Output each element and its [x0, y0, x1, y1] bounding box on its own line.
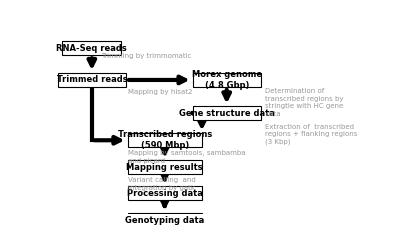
Text: Mapping results: Mapping results	[126, 163, 203, 172]
Text: Mapping by samtools, sambamba
and picard: Mapping by samtools, sambamba and picard	[128, 150, 245, 164]
Text: Morex genome
(4.8 Gbp): Morex genome (4.8 Gbp)	[192, 70, 262, 90]
FancyBboxPatch shape	[62, 41, 121, 55]
FancyBboxPatch shape	[58, 73, 126, 87]
Text: Gene structure data: Gene structure data	[179, 109, 275, 118]
Text: Trimming by trimmomatic: Trimming by trimmomatic	[101, 53, 192, 59]
Text: Determination of
transcribed regions by
stringtie with HC gene
data: Determination of transcribed regions by …	[266, 88, 344, 117]
FancyBboxPatch shape	[128, 133, 202, 147]
Text: Mapping by hisat2: Mapping by hisat2	[128, 89, 192, 95]
Text: Extraction of  transcribed
regions + flanking regions
(3 Kbp): Extraction of transcribed regions + flan…	[266, 124, 358, 145]
FancyBboxPatch shape	[193, 106, 261, 120]
FancyBboxPatch shape	[128, 160, 202, 174]
FancyBboxPatch shape	[128, 186, 202, 200]
Text: Transcribed regions
(590 Mbp): Transcribed regions (590 Mbp)	[118, 130, 212, 150]
Text: RNA-Seq reads: RNA-Seq reads	[56, 44, 127, 53]
Text: Genotyping data: Genotyping data	[125, 215, 204, 225]
Text: Processing data: Processing data	[127, 189, 203, 198]
Text: Trimmed reads: Trimmed reads	[56, 75, 127, 84]
Text: Variant calling  and
integration by gatk: Variant calling and integration by gatk	[128, 177, 195, 191]
FancyBboxPatch shape	[128, 213, 202, 227]
FancyBboxPatch shape	[193, 73, 261, 87]
